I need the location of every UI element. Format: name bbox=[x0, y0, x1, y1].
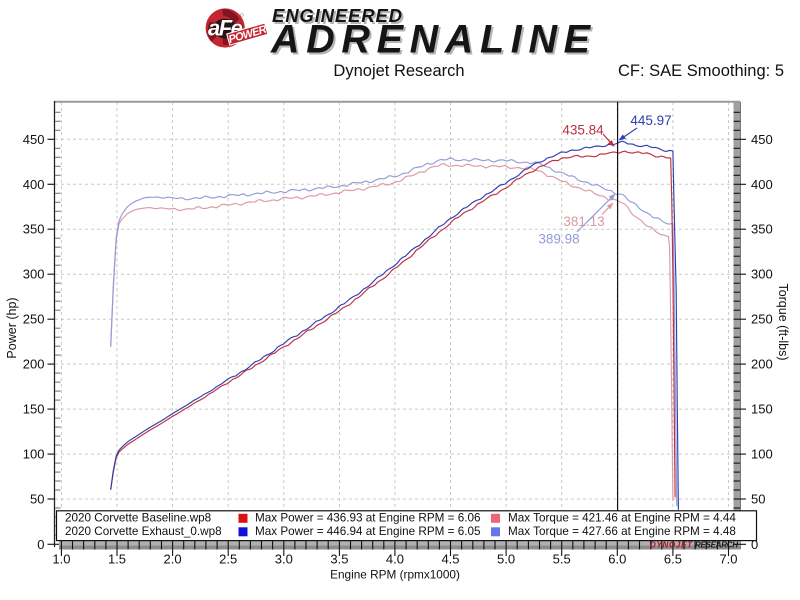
svg-text:3.5: 3.5 bbox=[330, 552, 348, 567]
svg-text:350: 350 bbox=[23, 222, 45, 237]
svg-text:CF: SAE Smoothing: 5: CF: SAE Smoothing: 5 bbox=[618, 62, 784, 80]
svg-text:ENGINEERED: ENGINEERED bbox=[272, 5, 403, 26]
svg-text:200: 200 bbox=[751, 357, 773, 372]
svg-text:150: 150 bbox=[751, 402, 773, 417]
svg-text:Max Torque = 427.66 at Engine: Max Torque = 427.66 at Engine RPM = 4.48 bbox=[508, 525, 736, 538]
svg-text:4.5: 4.5 bbox=[441, 552, 459, 567]
svg-text:DYNOJET: DYNOJET bbox=[650, 541, 693, 550]
svg-text:300: 300 bbox=[23, 267, 45, 282]
svg-text:1.5: 1.5 bbox=[108, 552, 126, 567]
svg-text:2.0: 2.0 bbox=[164, 552, 182, 567]
svg-text:Engine RPM (rpmx1000): Engine RPM (rpmx1000) bbox=[330, 568, 460, 582]
svg-text:150: 150 bbox=[23, 402, 45, 417]
svg-text:350: 350 bbox=[751, 222, 773, 237]
svg-text:0: 0 bbox=[751, 537, 758, 552]
svg-text:450: 450 bbox=[751, 132, 773, 147]
svg-text:250: 250 bbox=[23, 312, 45, 327]
svg-text:300: 300 bbox=[751, 267, 773, 282]
svg-text:4.0: 4.0 bbox=[386, 552, 404, 567]
svg-text:450: 450 bbox=[23, 132, 45, 147]
svg-text:389.98: 389.98 bbox=[538, 232, 579, 247]
svg-text:100: 100 bbox=[751, 447, 773, 462]
svg-text:ADRENALINE: ADRENALINE bbox=[272, 20, 595, 64]
svg-text:ADRENALINE: ADRENALINE bbox=[270, 18, 593, 62]
svg-text:5.5: 5.5 bbox=[553, 552, 571, 567]
svg-text:100: 100 bbox=[23, 447, 45, 462]
svg-text:445.97: 445.97 bbox=[630, 113, 671, 128]
svg-text:0: 0 bbox=[37, 537, 44, 552]
svg-text:2020 Corvette Baseline.wp8: 2020 Corvette Baseline.wp8 bbox=[65, 511, 211, 524]
svg-text:6.0: 6.0 bbox=[608, 552, 626, 567]
svg-text:7.0: 7.0 bbox=[719, 552, 737, 567]
svg-text:Dynojet Research: Dynojet Research bbox=[333, 62, 464, 80]
svg-text:435.84: 435.84 bbox=[562, 123, 604, 138]
svg-text:6.5: 6.5 bbox=[664, 552, 682, 567]
svg-text:400: 400 bbox=[23, 177, 45, 192]
svg-text:2020 Corvette Exhaust_0.wp8: 2020 Corvette Exhaust_0.wp8 bbox=[65, 525, 222, 538]
svg-text:50: 50 bbox=[30, 492, 44, 507]
svg-text:Max Torque = 421.46 at Engine: Max Torque = 421.46 at Engine RPM = 4.44 bbox=[508, 511, 736, 524]
svg-text:3.0: 3.0 bbox=[275, 552, 293, 567]
svg-text:Max Power = 446.94 at Engine R: Max Power = 446.94 at Engine RPM = 6.05 bbox=[255, 525, 481, 538]
svg-text:Torque (ft-lbs): Torque (ft-lbs) bbox=[776, 283, 790, 360]
svg-text:200: 200 bbox=[23, 357, 45, 372]
svg-text:400: 400 bbox=[751, 177, 773, 192]
svg-text:1.0: 1.0 bbox=[52, 552, 70, 567]
svg-text:RESEARCH: RESEARCH bbox=[695, 541, 738, 550]
svg-text:ENGINEERED: ENGINEERED bbox=[274, 7, 405, 28]
svg-text:Max Power = 436.93 at Engine R: Max Power = 436.93 at Engine RPM = 6.06 bbox=[255, 511, 480, 524]
svg-text:Power (hp): Power (hp) bbox=[5, 297, 19, 358]
svg-text:381.13: 381.13 bbox=[563, 214, 604, 229]
svg-text:2.5: 2.5 bbox=[219, 552, 237, 567]
svg-text:250: 250 bbox=[751, 312, 773, 327]
svg-text:50: 50 bbox=[751, 492, 765, 507]
svg-text:5.0: 5.0 bbox=[497, 552, 515, 567]
